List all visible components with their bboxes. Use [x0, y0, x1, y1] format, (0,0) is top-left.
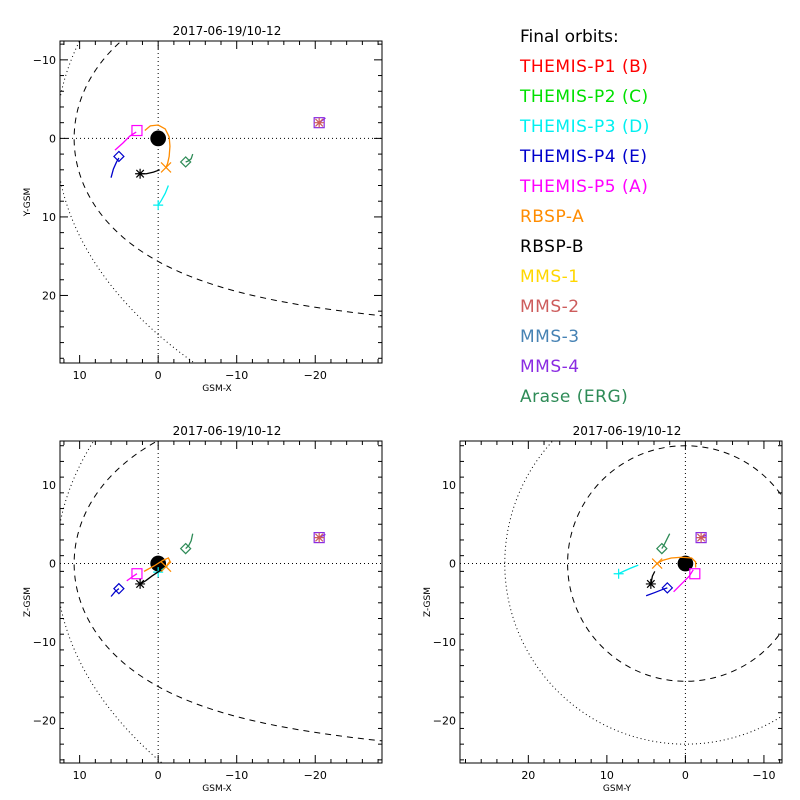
plot-frame	[59, 40, 383, 364]
bow-shock-boundary	[60, 41, 196, 363]
y-tick-label: 0	[49, 558, 56, 571]
x-tick-label: 0	[682, 769, 689, 782]
orbit-track-themis-p3	[157, 185, 169, 206]
plot-frame	[59, 440, 383, 764]
legend: Final orbits: THEMIS-P1 (B) THEMIS-P2 (C)…	[520, 22, 650, 412]
legend-item: THEMIS-P5 (A)	[520, 177, 649, 197]
legend-item: THEMIS-P3 (D)	[520, 117, 650, 137]
orbit-marker-themis-p3	[153, 200, 164, 211]
y-tick-label: 10	[42, 479, 56, 492]
x-tick-label: −10	[752, 769, 775, 782]
orbit-track-arase	[185, 153, 194, 163]
y-axis-title: Y-GSM	[23, 188, 33, 217]
orbit-marker-arase	[179, 542, 192, 555]
orbit-track-arase	[185, 533, 194, 550]
y-tick-label: 0	[449, 558, 456, 571]
orbit-track-arase	[661, 533, 671, 549]
y-axis-title: Z-GSM	[423, 587, 433, 617]
x-axis-title: GSM-X	[202, 384, 231, 394]
orbit-marker-themis-p3	[613, 568, 624, 579]
legend-title: Final orbits:	[520, 27, 619, 47]
orbit-marker-themis-p5	[131, 568, 143, 580]
magnetopause-boundary	[73, 41, 382, 317]
earth-disc	[150, 130, 167, 147]
y-tick-label: −10	[433, 636, 456, 649]
x-tick-label: −20	[304, 769, 327, 782]
y-tick-label: −20	[433, 715, 456, 728]
y-tick-label: 10	[42, 211, 56, 224]
panel-title: 2017-06-19/10-12	[173, 24, 282, 38]
x-tick-label: 0	[155, 369, 162, 382]
legend-item: RBSP-A	[520, 207, 585, 227]
legend-item: MMS-1	[520, 267, 580, 287]
panel-yz-plane: 20 10 0 −10 10 0 −10 −20 GSM-Y Z-GSM 2017-06-19/10…	[423, 424, 783, 794]
y-tick-label: −10	[33, 636, 56, 649]
orbit-marker-rbsp-a	[651, 558, 663, 569]
plot-area	[60, 441, 382, 763]
x-tick-label: 10	[600, 769, 614, 782]
panel-title: 2017-06-19/10-12	[173, 424, 282, 438]
orbit-marker-themis-p5	[131, 124, 143, 137]
y-tick-label: −20	[33, 715, 56, 728]
legend-item: THEMIS-P2 (C)	[520, 87, 649, 107]
legend-item: THEMIS-P4 (E)	[520, 147, 648, 167]
orbit-marker-themis-p5	[689, 568, 701, 580]
y-tick-label: 20	[42, 289, 56, 302]
orbit-track-themis-p5	[114, 131, 137, 151]
orbit-marker-rbsp-b	[645, 578, 656, 589]
legend-item: MMS-4	[520, 357, 580, 377]
x-axis-title: GSM-X	[202, 784, 231, 794]
x-tick-label: 0	[155, 769, 162, 782]
orbit-marker-themis-p4	[113, 582, 125, 595]
earth-disc	[677, 555, 694, 572]
bow-shock-boundary	[60, 441, 163, 763]
orbit-marker-arase	[179, 156, 192, 168]
y-tick-label: 10	[442, 479, 456, 492]
orbit-track-themis-p4	[110, 588, 120, 597]
legend-item: RBSP-B	[520, 237, 585, 257]
x-axis-title: GSM-Y	[603, 784, 632, 794]
orbit-marker-mms-2	[314, 532, 325, 543]
orbit-marker-themis-p4	[661, 582, 674, 594]
legend-items: THEMIS-P1 (B) THEMIS-P2 (C) THEMIS-P3 (D) T…	[520, 52, 650, 412]
panel-xy-plane: 10 0 −10 −20 −10 0 10 20 GSM-X Y-GSM 2017-06-19/10…	[23, 24, 383, 394]
orbit-marker-mms-2	[314, 117, 325, 128]
y-tick-label: −10	[33, 54, 56, 67]
orbit-track-themis-p5	[673, 569, 694, 593]
plot-area	[60, 41, 382, 363]
panel-xz-plane: 10 0 −10 −20 10 0 −10 −20 GSM-X Z-GSM 2017-06-19/1…	[23, 424, 383, 794]
plot-area	[460, 441, 782, 763]
legend-item: MMS-3	[520, 327, 580, 347]
orbit-marker-arase	[655, 542, 668, 555]
y-tick-label: 0	[49, 132, 56, 145]
orbit-track-rbsp-a	[144, 124, 171, 168]
panel-title: 2017-06-19/10-12	[573, 424, 682, 438]
x-tick-label: −10	[225, 769, 248, 782]
orbit-track-rbsp-a	[656, 556, 697, 568]
orbit-track-themis-p3	[618, 564, 639, 575]
x-tick-label: 20	[521, 769, 535, 782]
orbit-track-themis-p4	[645, 587, 668, 597]
legend-item: THEMIS-P1 (B)	[520, 57, 649, 77]
x-tick-label: −20	[304, 369, 327, 382]
orbit-marker-themis-p4	[113, 150, 125, 163]
orbit-marker-rbsp-b	[135, 578, 146, 589]
orbit-marker-rbsp-a	[160, 162, 172, 173]
orbit-marker-rbsp-b	[135, 168, 146, 179]
orbit-marker-rbsp-a	[160, 561, 172, 573]
orbit-track-rbsp-b	[139, 569, 162, 585]
legend-item: MMS-2	[520, 297, 580, 317]
magnetopause-boundary	[73, 441, 382, 742]
x-tick-label: 10	[73, 369, 87, 382]
x-tick-label: −10	[225, 369, 248, 382]
plot-frame	[459, 440, 783, 764]
y-axis-title: Z-GSM	[23, 587, 33, 617]
orbit-marker-mms-2	[696, 532, 707, 543]
x-tick-label: 10	[73, 769, 87, 782]
legend-item: Arase (ERG)	[520, 387, 629, 407]
